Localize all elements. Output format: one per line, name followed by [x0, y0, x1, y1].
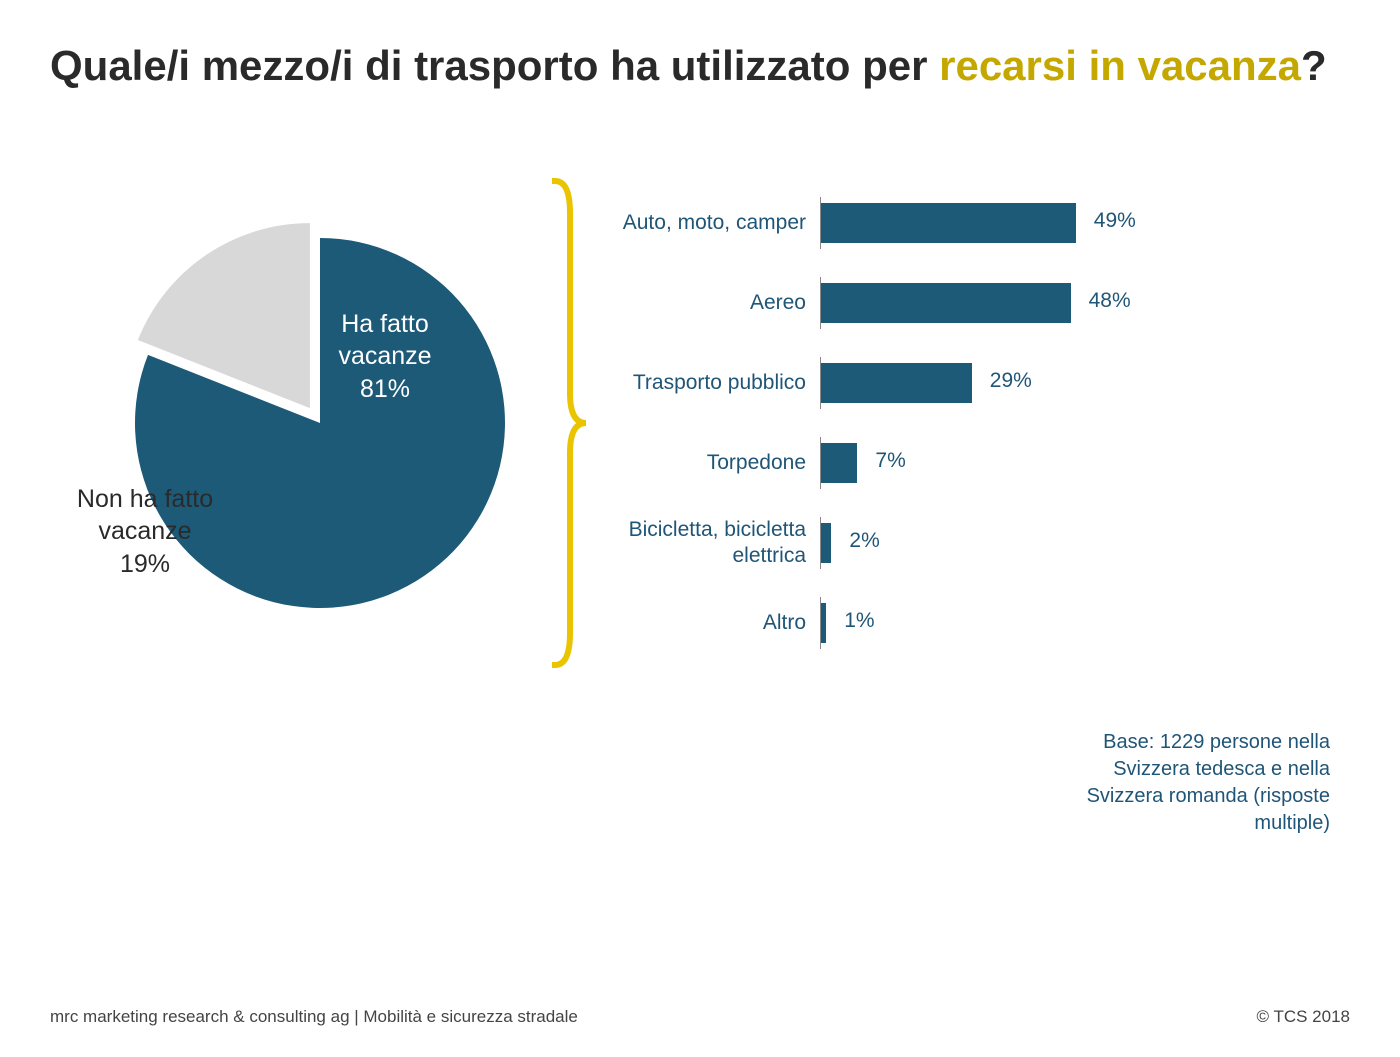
footer: mrc marketing research & consulting ag |…	[50, 1007, 1350, 1027]
bar-label: Bicicletta, bicicletta elettrica	[610, 517, 820, 567]
bar-row: Trasporto pubblico 29%	[610, 357, 1170, 409]
bar-value: 29%	[978, 369, 1032, 393]
bar-value: 49%	[1082, 209, 1136, 233]
bar-value: 48%	[1077, 289, 1131, 313]
bar-row: Auto, moto, camper49%	[610, 197, 1170, 249]
bar-label: Auto, moto, camper	[610, 210, 820, 235]
bar-track: 48%	[820, 277, 1080, 329]
pie-main-l1: Ha fatto	[341, 310, 429, 338]
pie-sec-val: 19%	[120, 550, 170, 578]
base-note: Base: 1229 persone nella Svizzera tedesc…	[1060, 729, 1330, 837]
pie-label-main: Ha fatto vacanze 81%	[295, 308, 475, 406]
chart-area: Ha fatto vacanze 81% Non ha fatto vacanz…	[50, 173, 1350, 673]
bar-row: Altro 1%	[610, 597, 1170, 649]
title-part1: Quale/i mezzo/i di trasporto ha utilizza…	[50, 42, 939, 89]
bar-value: 1%	[832, 609, 874, 633]
bar-fill	[821, 523, 831, 563]
bar-fill	[821, 443, 857, 483]
bar-value: 2%	[837, 529, 879, 553]
pie-label-sec: Non ha fatto vacanze 19%	[55, 483, 235, 581]
bar-row: Aereo48%	[610, 277, 1170, 329]
page-title: Quale/i mezzo/i di trasporto ha utilizza…	[50, 40, 1350, 93]
brace-icon	[550, 173, 590, 673]
title-part2: ?	[1301, 42, 1327, 89]
title-highlight: recarsi in vacanza	[939, 42, 1301, 89]
bar-fill	[821, 203, 1076, 243]
bar-chart: Auto, moto, camper49%Aereo48%Trasporto p…	[610, 197, 1170, 649]
pie-chart: Ha fatto vacanze 81% Non ha fatto vacanz…	[50, 193, 530, 653]
pie-sec-l1: Non ha fatto	[77, 485, 213, 513]
bar-row: Torpedone 7%	[610, 437, 1170, 489]
bar-label: Torpedone	[610, 450, 820, 475]
bar-track: 1%	[820, 597, 1080, 649]
bar-track: 29%	[820, 357, 1080, 409]
bar-fill	[821, 363, 972, 403]
pie-main-l2: vacanze	[338, 342, 431, 370]
bar-label: Altro	[610, 610, 820, 635]
bar-fill	[821, 603, 826, 643]
bar-label: Aereo	[610, 290, 820, 315]
bar-track: 7%	[820, 437, 1080, 489]
bar-value: 7%	[863, 449, 905, 473]
pie-main-val: 81%	[360, 375, 410, 403]
bar-track: 49%	[820, 197, 1080, 249]
footer-left: mrc marketing research & consulting ag |…	[50, 1007, 578, 1027]
footer-right: © TCS 2018	[1257, 1007, 1350, 1027]
bar-fill	[821, 283, 1071, 323]
bar-track: 2%	[820, 517, 1080, 569]
bar-row: Bicicletta, bicicletta elettrica 2%	[610, 517, 1170, 569]
bar-label: Trasporto pubblico	[610, 370, 820, 395]
pie-sec-l2: vacanze	[98, 517, 191, 545]
